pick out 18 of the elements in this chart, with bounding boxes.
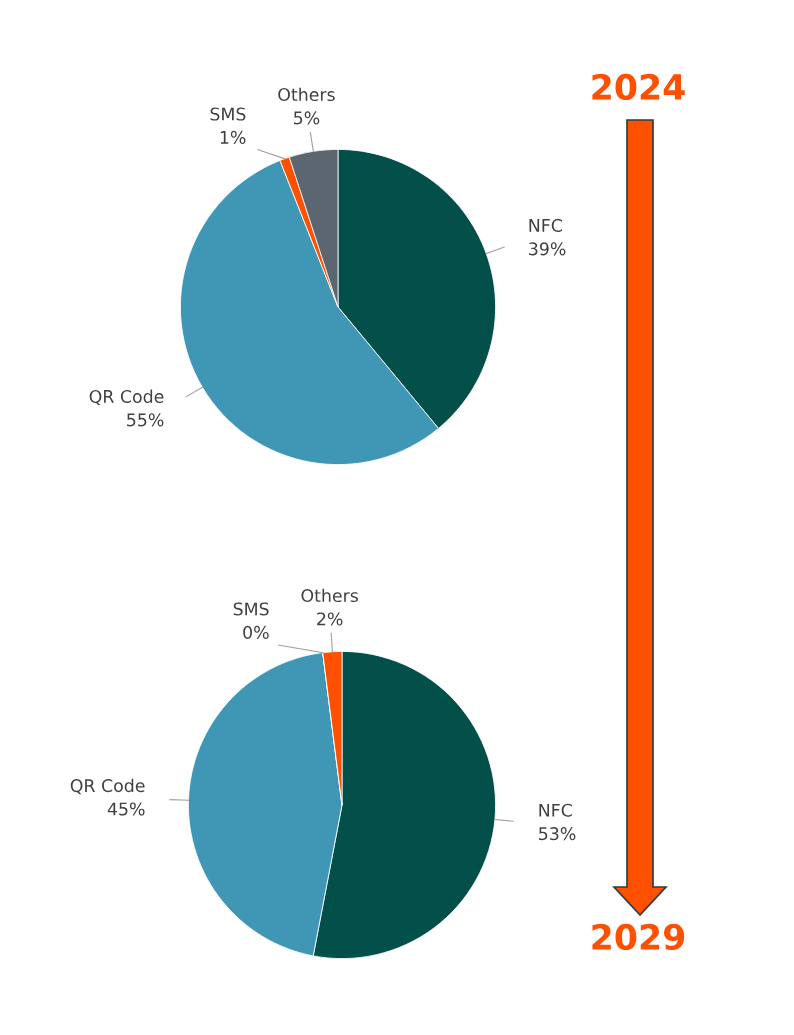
slice-label: QR Code xyxy=(89,389,164,406)
slice-label: Others xyxy=(301,588,358,603)
slice-label: NFC xyxy=(539,803,572,817)
data-label: 39% xyxy=(529,242,566,256)
text: 2024 xyxy=(592,73,685,101)
data-label: 53% xyxy=(539,827,576,841)
text: 2029 xyxy=(592,923,685,951)
data-label: 45% xyxy=(107,802,145,816)
category-label: SMS xyxy=(233,602,269,616)
text: 0% xyxy=(243,625,269,639)
slice-label: SMS xyxy=(210,107,246,121)
data-label: 1% xyxy=(220,130,246,144)
slice-label: QR Code xyxy=(70,778,145,795)
data-label: 55% xyxy=(127,413,164,427)
data-label: 5% xyxy=(294,111,320,125)
slice-label: NFC xyxy=(529,218,562,233)
slice-label: Others xyxy=(278,87,335,102)
data-label: 2% xyxy=(317,612,343,626)
